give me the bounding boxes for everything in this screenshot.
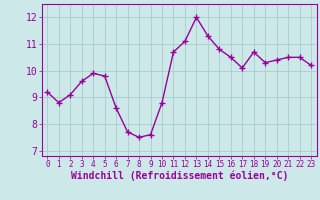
X-axis label: Windchill (Refroidissement éolien,°C): Windchill (Refroidissement éolien,°C): [70, 171, 288, 181]
